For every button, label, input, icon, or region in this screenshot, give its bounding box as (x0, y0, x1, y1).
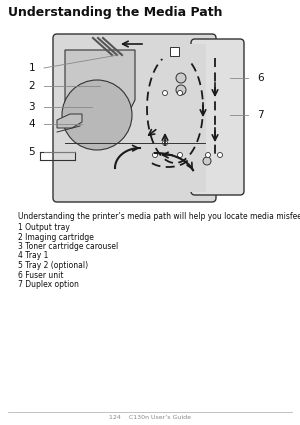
Circle shape (62, 80, 132, 150)
Text: 1 Output tray: 1 Output tray (18, 223, 70, 232)
Circle shape (176, 85, 186, 95)
Text: 7 Duplex option: 7 Duplex option (18, 280, 79, 289)
Text: Understanding the printer’s media path will help you locate media misfeeds.: Understanding the printer’s media path w… (18, 212, 300, 221)
Text: 2: 2 (28, 81, 35, 91)
Text: 3 Toner cartridge carousel: 3 Toner cartridge carousel (18, 242, 118, 251)
Text: 5 Tray 2 (optional): 5 Tray 2 (optional) (18, 261, 88, 270)
Text: 3: 3 (28, 102, 35, 112)
Text: 4 Tray 1: 4 Tray 1 (18, 252, 48, 261)
Text: 124    C130n User’s Guide: 124 C130n User’s Guide (109, 415, 191, 420)
Text: Understanding the Media Path: Understanding the Media Path (8, 6, 223, 19)
Text: 2 Imaging cartridge: 2 Imaging cartridge (18, 232, 94, 241)
Text: 6 Fuser unit: 6 Fuser unit (18, 270, 64, 280)
Circle shape (163, 141, 167, 145)
FancyBboxPatch shape (53, 34, 216, 202)
Text: 5: 5 (28, 147, 35, 157)
Bar (63, 44, 206, 192)
Circle shape (163, 91, 167, 96)
Polygon shape (65, 50, 135, 128)
Circle shape (203, 157, 211, 165)
Text: 7: 7 (257, 110, 264, 120)
Bar (170, 47, 179, 56)
Circle shape (178, 153, 182, 158)
FancyBboxPatch shape (191, 39, 244, 195)
Polygon shape (57, 114, 82, 128)
Circle shape (152, 153, 158, 158)
Circle shape (218, 153, 223, 158)
Circle shape (178, 91, 182, 96)
Text: 1: 1 (28, 63, 35, 73)
Text: 4: 4 (28, 119, 35, 129)
Circle shape (206, 153, 211, 158)
Text: 6: 6 (257, 73, 264, 83)
Circle shape (176, 73, 186, 83)
